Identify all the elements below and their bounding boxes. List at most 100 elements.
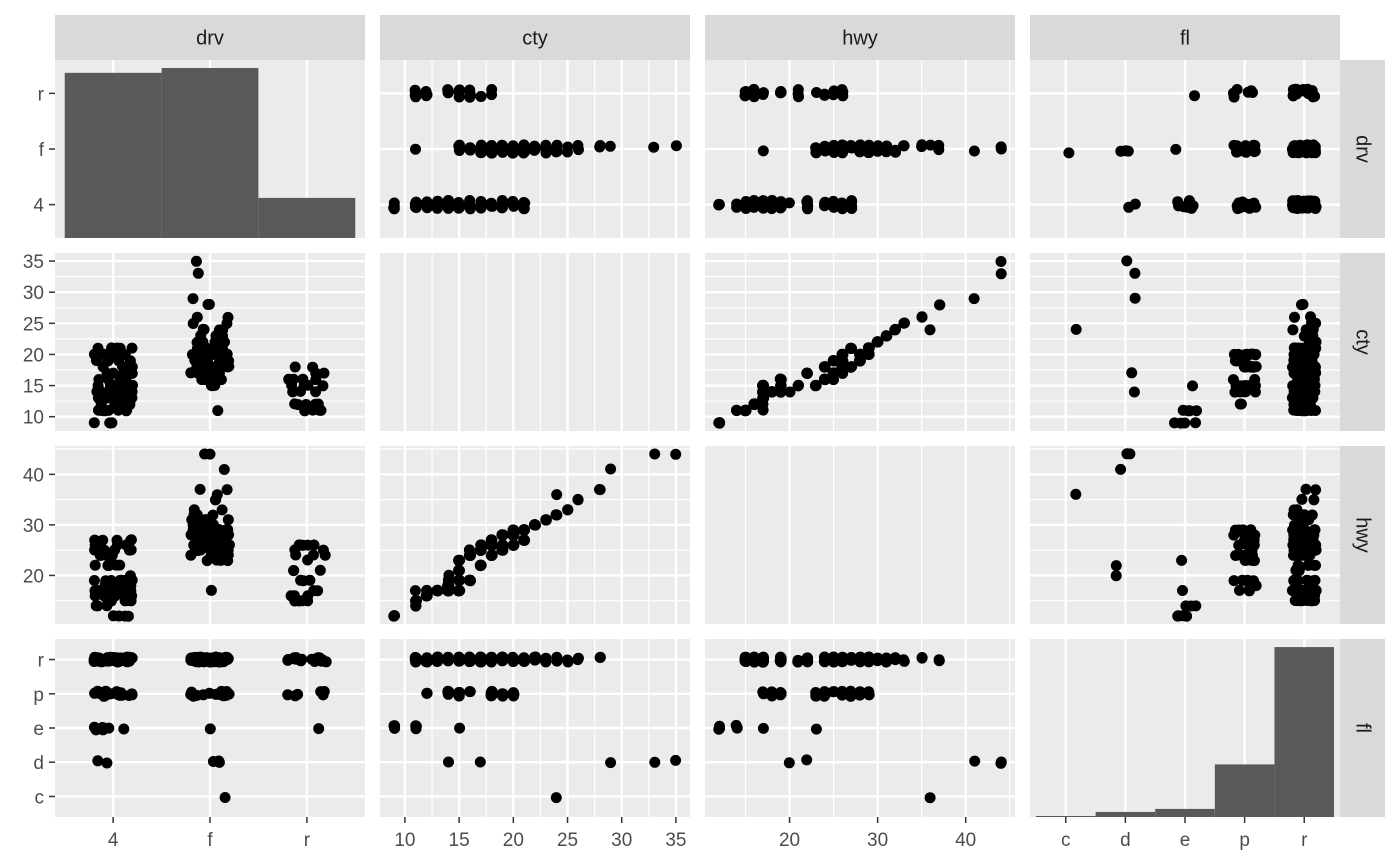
data-point [222, 687, 234, 699]
data-point [802, 200, 814, 212]
data-point [881, 652, 892, 664]
data-point [485, 146, 497, 158]
data-point [1176, 554, 1188, 566]
data-point [1070, 323, 1082, 335]
x-tick-label-fl: e [1180, 830, 1191, 851]
y-tick-label-cty: 10 [23, 408, 44, 429]
data-point [205, 584, 217, 596]
strip-top-drv [55, 15, 365, 60]
data-point [783, 757, 795, 769]
data-point [1240, 140, 1252, 152]
data-point [933, 654, 945, 666]
data-point [775, 654, 787, 666]
data-point [924, 324, 936, 336]
data-point [854, 687, 866, 699]
data-point [1177, 585, 1188, 596]
data-point [314, 564, 326, 576]
data-point [540, 147, 552, 159]
data-point [1187, 380, 1198, 392]
data-point [540, 514, 552, 526]
data-point [518, 203, 530, 215]
data-point [1309, 197, 1320, 209]
data-point [827, 143, 839, 155]
data-point [819, 89, 831, 101]
data-point [916, 652, 928, 663]
histogram-bar-fl-r [1274, 647, 1335, 817]
data-point [316, 654, 328, 666]
data-point [475, 201, 487, 213]
panel-drv-hwy [705, 60, 1015, 238]
data-point [573, 144, 584, 156]
data-point [561, 654, 573, 666]
data-point [1070, 488, 1082, 500]
data-point [89, 585, 101, 597]
data-point [801, 367, 813, 379]
data-point [318, 367, 330, 379]
data-point [1249, 145, 1261, 157]
data-point [388, 720, 400, 732]
strip-label-top-fl: fl [1180, 28, 1190, 50]
data-point [846, 200, 858, 212]
data-point [219, 792, 231, 803]
data-point [802, 652, 813, 664]
histogram-bar-fl-d [1095, 811, 1156, 817]
panel-fl-hwy [705, 639, 1015, 817]
data-point [464, 142, 476, 154]
data-point [410, 721, 422, 733]
data-point [1190, 417, 1201, 429]
data-point [540, 656, 552, 668]
data-point [474, 651, 486, 663]
data-point [122, 610, 134, 622]
data-point [289, 361, 301, 373]
data-point [837, 367, 849, 379]
data-point [97, 534, 109, 546]
data-point [1290, 83, 1302, 95]
data-point [1236, 574, 1248, 586]
data-point [1309, 524, 1320, 536]
data-point [1227, 374, 1239, 386]
data-point [307, 549, 319, 561]
data-point [1126, 367, 1138, 379]
data-point [819, 373, 831, 385]
data-point [757, 197, 769, 209]
data-point [1296, 493, 1308, 505]
data-point [302, 539, 314, 551]
data-point [1287, 324, 1299, 336]
strip-top-hwy [705, 15, 1015, 60]
data-point [497, 688, 509, 700]
data-point [486, 84, 498, 95]
panel-cty-cty [380, 253, 690, 431]
data-point [837, 86, 849, 98]
data-point [836, 146, 848, 158]
data-point [1233, 197, 1245, 209]
data-point [388, 610, 400, 622]
data-point [968, 145, 980, 157]
data-point [757, 398, 769, 410]
strip-label-right-hwy: hwy [1352, 517, 1374, 553]
x-tick-label-drv: 4 [108, 830, 119, 851]
data-point [649, 756, 661, 768]
data-point [605, 757, 617, 769]
data-point [1129, 267, 1141, 279]
data-point [594, 141, 606, 153]
panel-drv-fl [1030, 60, 1340, 238]
data-point [731, 198, 743, 210]
data-point [507, 198, 519, 210]
data-point [757, 145, 769, 157]
data-point [1239, 361, 1251, 373]
data-point [207, 539, 219, 551]
data-point [1229, 140, 1241, 152]
data-point [551, 489, 563, 501]
data-point [107, 610, 119, 622]
data-point [92, 342, 104, 354]
data-point [310, 367, 322, 379]
data-point [103, 559, 115, 571]
data-point [442, 574, 454, 586]
histogram-bar-fl-p [1214, 764, 1275, 817]
data-point [292, 399, 304, 411]
data-point [792, 88, 804, 100]
panel-cty-hwy [705, 253, 1015, 431]
data-point [1229, 524, 1241, 536]
data-point [810, 723, 822, 735]
